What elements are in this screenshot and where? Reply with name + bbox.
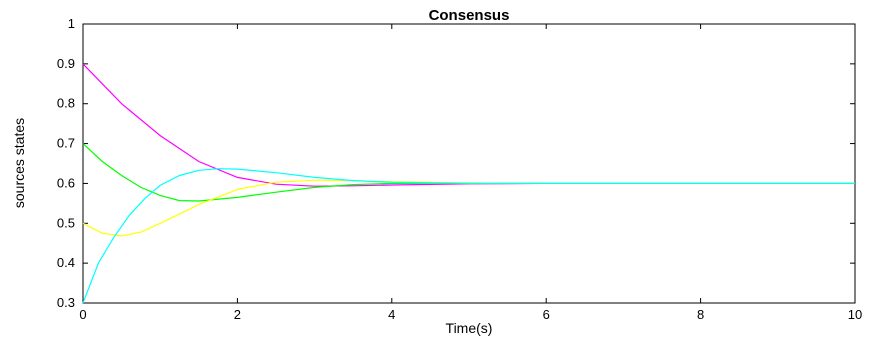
x-tick-label: 10 [848, 307, 862, 322]
series-lines [82, 63, 855, 304]
x-tick-label: 0 [79, 307, 86, 322]
x-tick-label: 6 [543, 307, 550, 322]
y-tick-label: 0.6 [57, 175, 75, 190]
x-axis-label: Time(s) [446, 320, 493, 336]
x-tick-label: 2 [234, 307, 241, 322]
x-tick-label: 8 [697, 307, 704, 322]
y-tick-label: 0.9 [57, 56, 75, 71]
plot-area [82, 23, 856, 304]
y-tick-label: 0.8 [57, 96, 75, 111]
x-tick-label: 4 [388, 307, 395, 322]
y-tick-label: 0.7 [57, 136, 75, 151]
series-line-4 [82, 168, 855, 304]
y-tick-label: 1 [68, 16, 75, 31]
y-tick-label: 0.5 [57, 215, 75, 230]
y-tick-label: 0.3 [57, 295, 75, 310]
y-axis-label: sources states [11, 118, 27, 208]
y-tick-label: 0.4 [57, 255, 75, 270]
chart-title: Consensus [429, 7, 510, 24]
